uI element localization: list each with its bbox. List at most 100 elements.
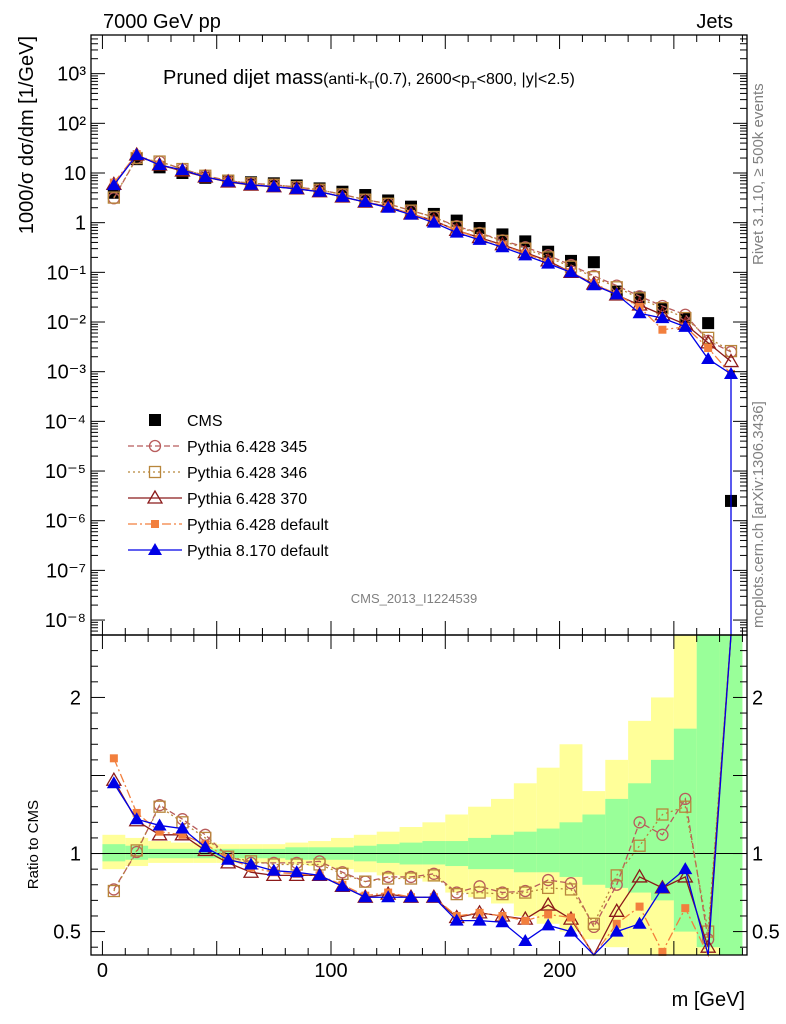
main-point-s5-26 [701, 352, 716, 365]
ratio-point-s4-16 [472, 913, 487, 926]
legend-label: Pythia 6.428 346 [187, 465, 307, 482]
ratio-point-s1-16 [473, 886, 486, 899]
main-y-tick-label: 10⁻⁵ [45, 461, 86, 483]
main-y-tick-label: 10⁻⁸ [45, 610, 86, 632]
ratio-series-group [105, 634, 732, 958]
title-sub-sub2: T [470, 80, 477, 92]
ratio-point-s3-20 [567, 913, 575, 922]
ratio-point-s4-14 [426, 890, 441, 903]
ratio-y-tick-label: 1 [70, 844, 81, 866]
ratio-point-s1-0 [107, 884, 121, 898]
legend-marker [148, 465, 162, 479]
ratio-point-s1-22 [610, 869, 623, 882]
inner-band-bin [559, 822, 583, 877]
ratio-point-s0-19 [541, 873, 555, 887]
main-point-s5-8 [289, 181, 304, 194]
ratio-point-s4-7 [266, 863, 281, 876]
mcplots-label: mcplots.cern.ch [arXiv:1306.3436] [750, 401, 767, 628]
inner-band-bin [536, 828, 560, 873]
ratio-point-s3-25 [681, 904, 690, 913]
legend: CMS Pythia 6.428 345 Pythia 6.428 346 Pythi… [128, 413, 329, 560]
ratio-point-s1-21 [587, 917, 601, 930]
legend-label: Pythia 8.170 default [187, 543, 329, 560]
ratio-point-s4-11 [358, 890, 373, 903]
ratio-point-s2-22 [608, 903, 625, 917]
main-point-s5-14 [426, 215, 441, 228]
axes-group: 0 100 200 10⁻⁸ 10⁻⁷ 10⁻⁶ 10⁻⁵ 10⁻⁴ 10⁻³ 10⁻² 10⁻¹ 1… [45, 34, 780, 982]
main-point-s5-18 [518, 248, 533, 261]
title-sub-mid: (0.7), 2600<p [374, 71, 470, 88]
ratio-point-s4-0 [106, 776, 121, 789]
ratio-ylabel: Ratio to CMS [25, 800, 42, 889]
ratio-point-s4-9 [312, 868, 327, 881]
ratio-series-line-1 [113, 634, 732, 932]
ratio-point-s0-23 [633, 816, 646, 829]
ratio-point-s4-8 [289, 865, 304, 878]
ratio-point-s1-13 [404, 872, 418, 885]
main-point-s5-27 [724, 366, 738, 379]
header-left: 7000 GeV pp [103, 11, 221, 33]
x-tick-label: 200 [543, 960, 576, 982]
inner-band-bin [491, 834, 514, 870]
main-point-s5-19 [541, 256, 556, 269]
legend-label: Pythia 6.428 370 [187, 491, 307, 508]
inner-band-bin [102, 844, 126, 862]
ratio-point-s4-4 [198, 840, 213, 853]
ratio-point-s4-24 [655, 880, 670, 893]
ratio-point-s4-5 [221, 852, 236, 865]
x-axis-title: m [GeV] [672, 989, 745, 1011]
main-series-line-1 [113, 157, 732, 353]
ratio-point-s1-25 [679, 800, 692, 813]
rivet-label: Rivet 3.1.10, ≥ 500k events [750, 83, 767, 265]
x-tick-label: 100 [314, 960, 347, 982]
main-point-s5-9 [312, 184, 327, 197]
ratio-point-s1-12 [381, 872, 395, 885]
ratio-point-s4-23 [632, 916, 647, 929]
ratio-point-s1-24 [656, 808, 669, 821]
main-point-s5-13 [404, 207, 418, 220]
legend-label: Pythia 6.428 345 [187, 439, 307, 456]
inner-band-bin [651, 759, 674, 901]
ratio-point-s1-17 [496, 887, 509, 901]
ratio-point-s2-23 [631, 868, 648, 883]
main-point-s5-5 [221, 174, 236, 187]
main-point-s5-11 [358, 195, 373, 208]
main-point-s5-20 [564, 265, 578, 278]
main-point-s5-6 [244, 177, 258, 190]
main-point-s5-21 [586, 278, 601, 291]
ratio-point-s1-23 [633, 839, 646, 852]
main-point-s5-24 [655, 311, 670, 324]
main-point-s5-2 [152, 157, 167, 170]
ratio-point-s0-20 [564, 877, 578, 890]
ratio-point-s2-19 [540, 896, 557, 911]
ratio-point-s4-22 [609, 924, 624, 937]
ratio-frame [90, 634, 748, 956]
inner-band-bin [605, 798, 629, 888]
ratio-point-s4-13 [404, 890, 418, 903]
x-tick-label: 0 [97, 960, 108, 982]
ratio-point-s1-15 [450, 887, 463, 901]
ratio-point-s3-23 [635, 902, 644, 911]
inner-band-bin [513, 831, 537, 873]
analysis-id: CMS_2013_I1224539 [351, 591, 478, 606]
main-y-tick-label: 10⁻² [47, 312, 87, 334]
main-ylabel: 1000/σ dσ/dm [1/GeV] [16, 36, 38, 234]
ratio-y-tick-label-right: 2 [752, 687, 763, 709]
ratio-point-s2-25 [677, 868, 694, 883]
main-point-s5-10 [335, 189, 350, 202]
main-point-s4-24 [658, 325, 667, 334]
main-point-s0-21 [587, 256, 600, 269]
title-main: Pruned dijet mass [163, 67, 323, 89]
inner-band-bin [582, 814, 606, 885]
ratio-point-s3-16 [475, 908, 484, 917]
ratio-point-s4-18 [518, 933, 533, 946]
ratio-point-s4-1 [129, 812, 144, 825]
main-point-s5-7 [266, 179, 281, 192]
main-point-s5-1 [129, 148, 144, 161]
ratio-point-s1-18 [519, 886, 532, 899]
main-point-s5-15 [449, 225, 464, 238]
ratio-point-s4-15 [449, 913, 464, 926]
main-point-s2-0 [107, 191, 121, 204]
legend-label: CMS [187, 413, 223, 430]
